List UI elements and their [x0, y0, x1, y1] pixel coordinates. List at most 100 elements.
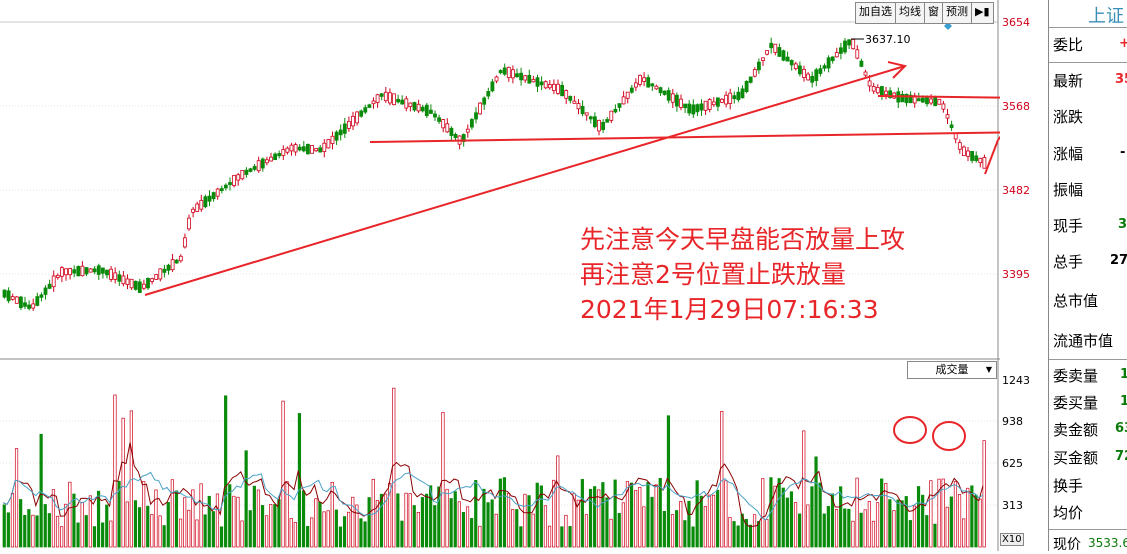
volume-bar — [96, 490, 101, 548]
candle — [974, 155, 979, 161]
candle — [195, 203, 200, 212]
volume-bar — [215, 493, 220, 548]
volume-bar — [855, 477, 859, 548]
volume-bar — [912, 505, 917, 548]
panel-divider — [1049, 529, 1127, 530]
candle — [523, 75, 528, 81]
candle — [638, 74, 642, 85]
volume-bar — [244, 450, 248, 548]
volume-bar — [953, 481, 958, 548]
volume-axis-label: 1243 — [1002, 374, 1030, 387]
candle — [777, 47, 782, 57]
volume-bar — [273, 504, 277, 548]
volume-bar — [236, 496, 240, 548]
volume-bar — [732, 521, 736, 548]
quote-value: 3 — [1118, 217, 1127, 232]
forecast-button[interactable]: 预测 — [943, 3, 972, 23]
candle — [498, 70, 503, 74]
volume-bar — [888, 499, 892, 548]
volume-bar — [355, 504, 359, 548]
volume-bar — [978, 498, 982, 548]
candle — [105, 269, 109, 276]
volume-bar — [80, 501, 84, 548]
right-arrow-icon[interactable]: ▶▮ — [975, 5, 990, 18]
volume-bar — [785, 497, 789, 548]
candle — [564, 90, 569, 99]
volume-bar — [437, 486, 441, 548]
candle — [80, 265, 85, 277]
candle — [970, 150, 974, 161]
volume-bar — [101, 522, 105, 548]
volume-bar — [511, 509, 515, 548]
volume-bar — [580, 479, 584, 548]
volume-ma-line — [2, 471, 984, 521]
volume-bar — [765, 519, 769, 548]
volume-bar — [211, 511, 215, 548]
candle — [379, 93, 384, 97]
candle — [68, 268, 72, 276]
volume-bar — [318, 501, 322, 548]
volume-bar — [424, 493, 429, 548]
candle — [314, 148, 319, 152]
candle — [35, 296, 40, 306]
candle — [154, 274, 159, 280]
candle — [109, 268, 113, 280]
candle — [593, 116, 597, 128]
candle — [728, 92, 733, 104]
volume-bar — [408, 493, 412, 548]
candle — [802, 68, 806, 78]
volume-bar — [916, 486, 921, 548]
candle — [556, 83, 560, 94]
volume-bar — [834, 509, 839, 548]
volume-indicator-dropdown[interactable]: 成交量 ▼ — [907, 361, 997, 379]
candle — [346, 120, 351, 129]
candle — [375, 94, 380, 103]
candle — [859, 60, 864, 67]
volume-axis-label: 313 — [1002, 499, 1023, 512]
kline-chart[interactable]: 3637.10 — [0, 0, 1000, 551]
candle — [486, 91, 491, 97]
volume-bar — [982, 440, 986, 548]
candle — [818, 68, 823, 74]
candle — [129, 278, 134, 289]
chart-toolbar: 加自选 均线 窗 预测 ▶▮ — [855, 2, 994, 24]
candle — [605, 119, 610, 123]
volume-bar — [158, 515, 162, 548]
volume-bar — [634, 490, 638, 548]
volume-bar — [195, 519, 199, 548]
candle — [806, 73, 810, 81]
candle — [252, 166, 257, 170]
volume-bar — [465, 506, 470, 548]
candle — [39, 294, 44, 298]
volume-bar — [761, 478, 765, 548]
annotation-line-2: 再注意2号位置止跌放量 — [580, 260, 846, 289]
candle — [597, 119, 601, 132]
candle — [342, 123, 347, 134]
candle — [387, 92, 392, 104]
volume-bar — [310, 517, 314, 548]
volume-bar — [498, 478, 502, 548]
volume-bar — [515, 509, 519, 548]
volume-bar — [695, 480, 699, 548]
quote-value: 27 — [1110, 253, 1127, 268]
moving-average-button[interactable]: 均线 — [896, 3, 925, 23]
candle — [810, 75, 815, 83]
volume-bar — [55, 515, 60, 548]
annotation-drawings — [144, 61, 1000, 451]
volume-bar — [781, 487, 785, 548]
volume-bar — [416, 512, 420, 548]
volume-bar — [191, 489, 195, 548]
scale-badge[interactable]: X10 — [1000, 533, 1024, 546]
candle — [675, 94, 679, 107]
candle — [281, 149, 286, 156]
window-button[interactable]: 窗 — [925, 3, 943, 23]
volume-bar — [625, 481, 630, 548]
volume-bar — [334, 509, 338, 548]
candle — [769, 42, 774, 49]
candle — [888, 90, 892, 98]
candle — [765, 50, 769, 55]
volume-bar — [47, 513, 51, 548]
volume-bar — [822, 513, 826, 548]
volume-bar — [609, 518, 613, 548]
add-favorite-button[interactable]: 加自选 — [856, 3, 896, 23]
